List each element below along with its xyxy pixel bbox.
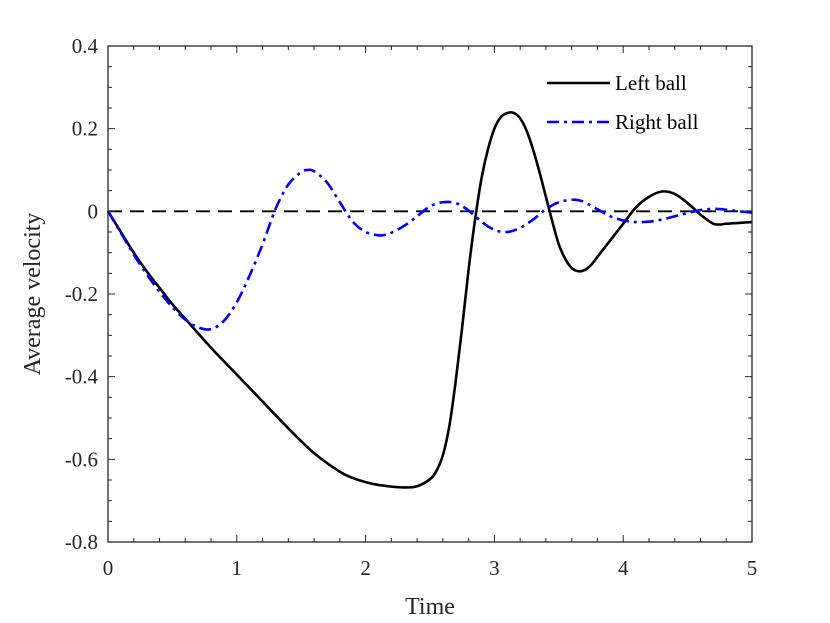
y-tick-label: 0.4: [72, 34, 99, 58]
legend: Left ball Right ball: [547, 71, 699, 134]
x-axis-label: Time: [405, 594, 455, 620]
x-tick-label: 0: [103, 556, 114, 580]
legend-label: Right ball: [615, 110, 699, 134]
series-line-left-ball: [106, 111, 753, 489]
series-line-right-ball: [106, 168, 753, 331]
y-tick-label: 0: [88, 199, 99, 223]
legend-label: Left ball: [615, 71, 687, 95]
y-axis-label: Average velocity: [20, 213, 46, 376]
x-tick-label: 3: [489, 556, 500, 580]
x-tick-label: 2: [360, 556, 371, 580]
x-tick-label: 1: [232, 556, 243, 580]
tick-labels-layer: 0 1 2 3 4 5 -0.8 -0.6 -0.4 -0.2 0 0.2 0.4: [65, 34, 758, 580]
y-tick-label: -0.6: [65, 447, 98, 471]
series-layer: [106, 111, 753, 489]
y-tick-label: -0.8: [65, 530, 98, 554]
y-tick-label: -0.4: [65, 365, 99, 389]
plot-background: [108, 46, 752, 542]
x-tick-label: 4: [618, 556, 629, 580]
x-tick-label: 5: [747, 556, 758, 580]
ticks-layer: [107, 45, 753, 543]
y-tick-label: 0.2: [72, 117, 98, 141]
y-tick-label: -0.2: [65, 282, 98, 306]
